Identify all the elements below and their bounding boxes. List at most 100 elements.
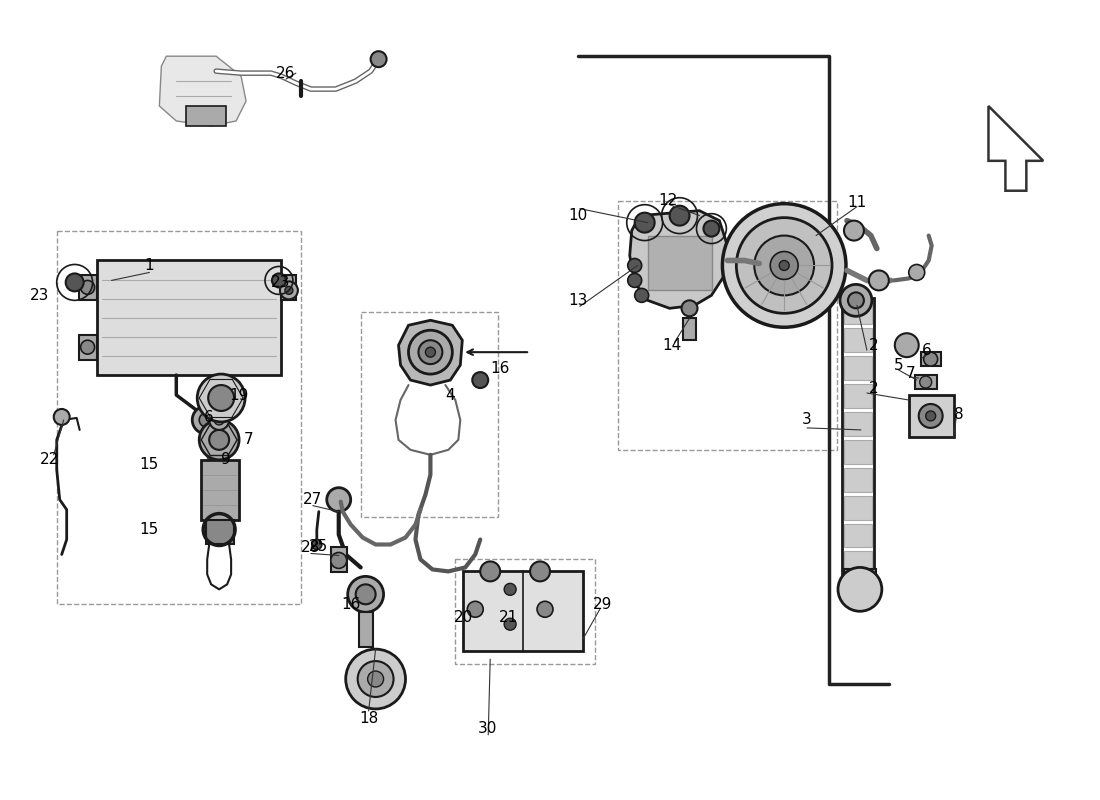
Bar [186,106,227,126]
Bar [844,468,872,492]
Circle shape [355,584,375,604]
Circle shape [779,261,789,270]
Bar [844,412,872,436]
Circle shape [723,204,846,327]
Bar [844,570,876,587]
Circle shape [468,602,483,618]
Circle shape [920,376,932,388]
Circle shape [214,415,224,425]
Text: 2: 2 [869,381,879,395]
Circle shape [358,661,394,697]
Text: 25: 25 [309,539,329,554]
Circle shape [408,330,452,374]
Bar [842,298,873,582]
Circle shape [926,411,936,421]
Circle shape [537,602,553,618]
Text: 16: 16 [341,597,361,612]
Circle shape [331,553,346,569]
Circle shape [418,340,442,364]
Circle shape [848,292,864,308]
Circle shape [670,206,690,226]
Text: 14: 14 [662,338,681,353]
Circle shape [192,406,220,434]
Bar [915,375,937,389]
Bar [57,230,301,604]
Bar [648,235,713,290]
Circle shape [530,562,550,582]
Text: 8: 8 [954,407,964,422]
Polygon shape [160,56,246,126]
Bar [201,460,239,519]
Text: 7: 7 [244,432,254,447]
Polygon shape [629,210,727,308]
Polygon shape [989,106,1043,190]
Text: 18: 18 [359,711,378,726]
Text: 21: 21 [498,610,518,625]
Circle shape [755,235,814,295]
Text: 2: 2 [869,338,879,353]
Text: 10: 10 [569,208,587,223]
Bar [463,571,583,651]
Circle shape [367,671,384,687]
Circle shape [682,300,697,316]
Circle shape [918,404,943,428]
Circle shape [869,270,889,290]
Bar [682,318,696,340]
Circle shape [736,218,832,314]
Polygon shape [280,275,296,300]
Text: 12: 12 [658,193,678,208]
Bar [455,559,595,664]
Text: 30: 30 [477,722,497,736]
Text: 13: 13 [569,293,587,308]
Circle shape [209,430,229,450]
Text: 9: 9 [221,452,231,467]
Text: 15: 15 [140,522,159,537]
Circle shape [54,409,69,425]
Circle shape [80,340,95,354]
Bar [361,312,498,517]
Text: 28: 28 [301,540,320,555]
Circle shape [345,649,406,709]
Circle shape [838,567,882,611]
Circle shape [279,282,298,299]
Text: 6: 6 [205,410,214,426]
Circle shape [504,618,516,630]
Text: 16: 16 [491,361,510,376]
Circle shape [327,488,351,512]
Circle shape [208,385,234,411]
Circle shape [840,285,872,316]
Text: 15: 15 [140,458,159,472]
Circle shape [844,221,864,241]
Circle shape [924,352,937,366]
Text: 23: 23 [30,288,50,303]
Bar [331,547,346,572]
Bar [844,440,872,464]
Text: 3: 3 [802,413,812,427]
Bar [97,261,280,375]
Text: 20: 20 [453,610,473,625]
Circle shape [197,374,245,422]
Bar [844,356,872,380]
Circle shape [472,372,488,388]
Text: 26: 26 [276,66,296,81]
Circle shape [504,583,516,595]
Bar [844,384,872,408]
Text: 22: 22 [40,452,59,467]
Circle shape [635,288,649,302]
Text: 6: 6 [922,342,932,358]
Bar [359,612,373,647]
Circle shape [66,274,84,291]
Bar [921,352,940,366]
Circle shape [635,213,654,233]
Text: 1: 1 [144,258,154,273]
Circle shape [426,347,436,357]
Circle shape [80,281,95,294]
Bar [844,523,872,547]
Circle shape [272,274,286,287]
Bar [909,395,954,437]
Bar [618,201,837,450]
Text: 19: 19 [230,387,249,402]
Text: 4: 4 [446,387,455,402]
Circle shape [199,413,213,427]
Text: 27: 27 [304,492,322,507]
